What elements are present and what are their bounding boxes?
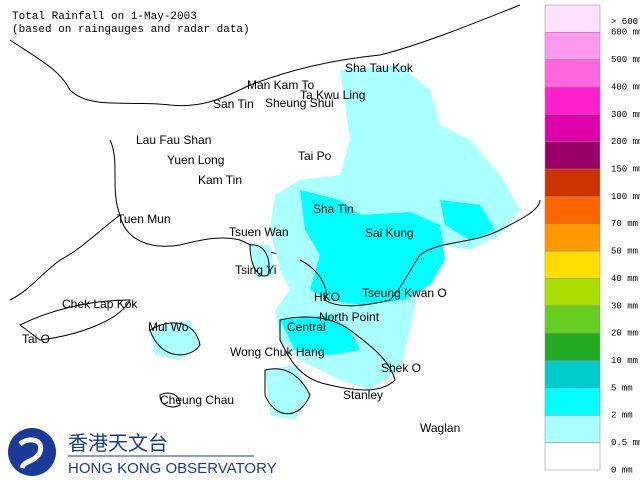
legend-swatch (544, 141, 601, 170)
place-label: Cheung Chau (160, 393, 234, 407)
legend-swatch (544, 32, 601, 60)
place-label: Sha Tau Kok (345, 61, 414, 75)
legend-swatch (544, 86, 601, 115)
place-label: Kam Tin (198, 173, 242, 187)
legend-label: 200 mm (611, 137, 640, 147)
place-label: Tuen Mun (117, 212, 171, 226)
title: Total Rainfall on 1-May-2003(based on ra… (12, 11, 250, 36)
place-label: Tai O (22, 332, 50, 346)
place-label: Chek Lap Kok (62, 297, 138, 311)
legend-label: 5 mm (611, 383, 633, 393)
place-label: Stanley (343, 388, 383, 402)
place-label: HKO (314, 290, 340, 304)
logo-english: HONG KONG OBSERVATORY (68, 460, 277, 477)
legend-label: 300 mm (611, 110, 640, 120)
legend-swatch (544, 4, 601, 33)
place-label: Central (287, 320, 326, 334)
legend-swatch (544, 114, 601, 143)
legend-label: 30 mm (611, 301, 638, 311)
place-label: Tsing Yi (235, 263, 276, 277)
rain-area-5mm (440, 200, 495, 240)
legend-swatch (544, 387, 601, 416)
legend-swatch (544, 360, 601, 389)
place-label: Yuen Long (167, 153, 224, 167)
legend-swatch (544, 442, 601, 471)
legend-label: 70 mm (611, 219, 638, 229)
legend-label: 500 mm (611, 55, 640, 65)
coastline (19, 199, 541, 415)
legend-label: 400 mm (611, 82, 640, 92)
legend-swatch (544, 415, 601, 443)
legend-swatch (544, 250, 601, 279)
legend-label: 600 mm (611, 28, 640, 38)
place-label: Tsuen Wan (229, 225, 289, 239)
legend-label: 2 mm (611, 411, 633, 421)
legend-label: 20 mm (611, 329, 638, 339)
place-label: Sha Tin (313, 202, 354, 216)
legend-swatch (544, 332, 601, 361)
legend-label: 50 mm (611, 247, 638, 257)
rain-area-5mm (280, 315, 360, 355)
place-label: Ta Kwu Ling (300, 88, 365, 102)
mainland-coast (9, 4, 521, 301)
place-label: San Tin (213, 97, 254, 111)
legend: > 600 mm600 mm 500 mm 400 mm 300 mm 200 mm 15… (544, 4, 640, 475)
legend-label: 40 mm (611, 274, 638, 284)
place-label: Mui Wo (148, 320, 189, 334)
legend-swatch (544, 168, 601, 197)
place-label: Tseung Kwan O (362, 286, 447, 300)
place-label: Sai Kung (365, 226, 414, 240)
legend-label: 10 mm (611, 356, 638, 366)
place-label: Sheung Shui (265, 96, 334, 110)
legend-label: 150 mm (611, 164, 640, 174)
logo: 香港天文台 HONG KONG OBSERVATORY (8, 428, 277, 477)
legend-swatch (544, 223, 601, 252)
rain-area (150, 320, 200, 360)
legend-swatch (544, 59, 601, 88)
legend-swatch (544, 278, 601, 307)
logo-icon (8, 428, 56, 476)
place-label: Man Kam To (247, 78, 314, 92)
title-line: (based on raingauges and radar data) (12, 24, 250, 36)
legend-label: 0.5 mm (611, 438, 640, 448)
place-label: Tai Po (298, 149, 332, 163)
place-label: Lau Fau Shan (136, 133, 211, 147)
legend-label: 0 mm (611, 465, 633, 475)
place-label: Shek O (381, 361, 421, 375)
rain-area-5mm (300, 190, 445, 305)
map-area (9, 4, 541, 420)
place-label: Wong Chuk Hang (230, 345, 325, 359)
legend-swatch (544, 305, 601, 334)
logo-chinese: 香港天文台 (68, 431, 168, 455)
title-line: Total Rainfall on 1-May-2003 (12, 11, 197, 23)
logo-icon-mark (18, 437, 44, 470)
legend-swatch (544, 196, 601, 225)
legend-label: > 600 mm (611, 17, 640, 27)
legend-label: 100 mm (611, 192, 640, 202)
place-label: North Point (319, 310, 380, 324)
place-label: Waglan (420, 421, 460, 435)
